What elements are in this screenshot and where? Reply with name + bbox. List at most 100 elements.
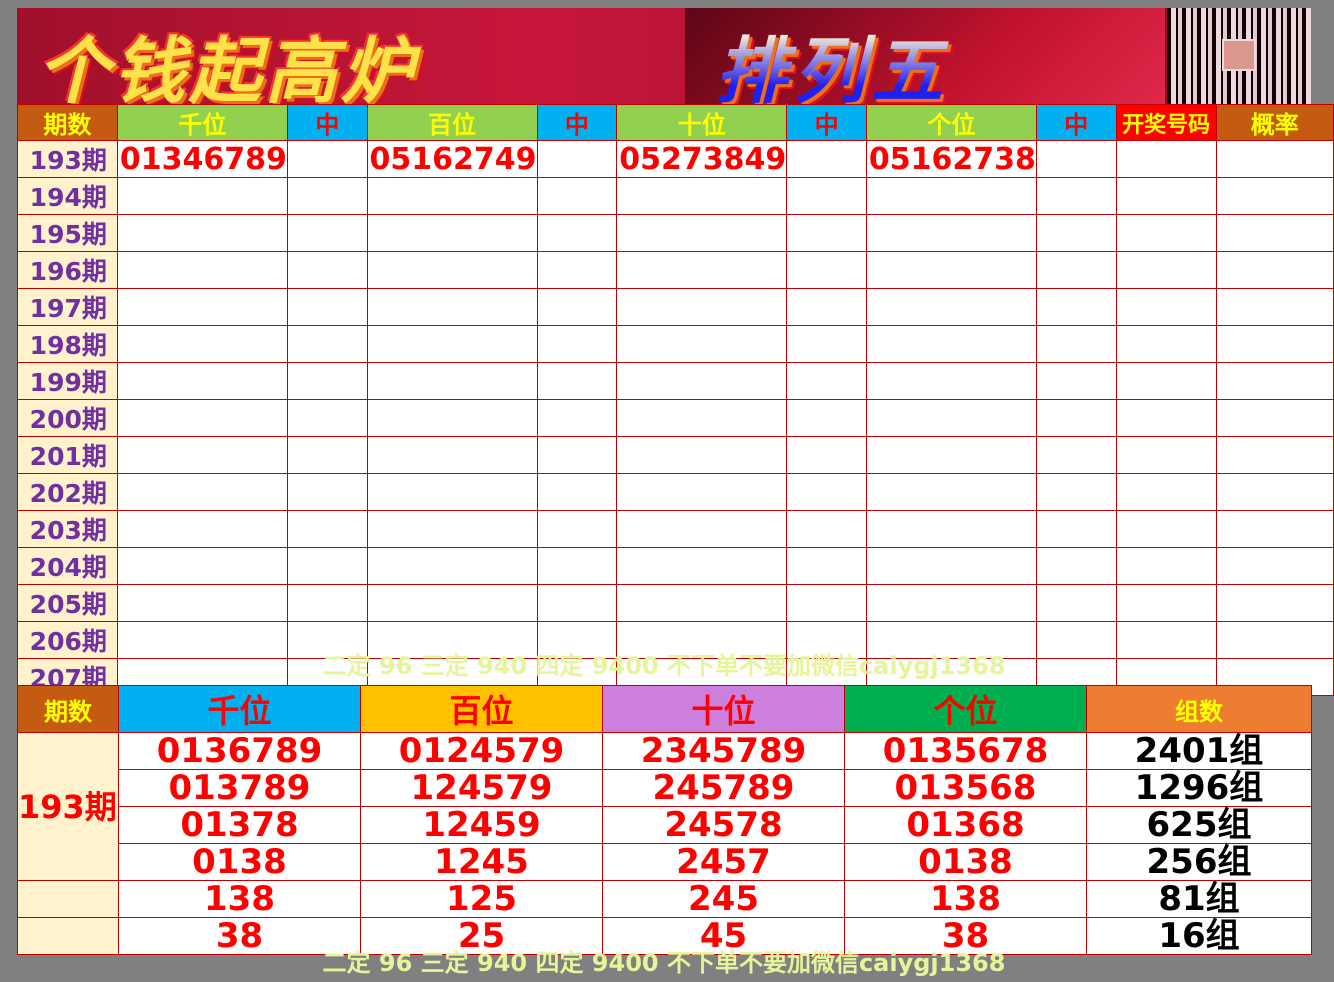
table-cell[interactable] <box>616 362 788 400</box>
table-cell[interactable] <box>366 288 538 326</box>
table-cell[interactable] <box>616 547 788 585</box>
table-cell[interactable] <box>286 362 368 400</box>
table-cell[interactable] <box>366 177 538 215</box>
table-cell[interactable] <box>616 436 788 474</box>
table-cell[interactable] <box>366 362 538 400</box>
digit-set-cell[interactable]: 38 <box>844 917 1087 955</box>
table-cell[interactable] <box>536 436 618 474</box>
table-cell[interactable] <box>116 177 288 215</box>
table-cell[interactable] <box>116 214 288 252</box>
digit-set-cell[interactable]: 013789 <box>118 769 361 807</box>
table-cell[interactable] <box>786 473 867 511</box>
table-cell[interactable] <box>1035 140 1117 178</box>
table-cell[interactable] <box>286 473 368 511</box>
table-cell[interactable] <box>366 325 538 363</box>
digit-set-cell[interactable]: 124579 <box>360 769 603 807</box>
table-cell[interactable] <box>616 584 788 622</box>
table-cell[interactable] <box>786 547 867 585</box>
table-cell[interactable] <box>1115 325 1217 363</box>
table-cell[interactable] <box>865 473 1037 511</box>
table-cell[interactable] <box>865 251 1037 289</box>
table-cell[interactable] <box>786 325 867 363</box>
table-cell[interactable] <box>116 325 288 363</box>
table-cell[interactable] <box>536 140 618 178</box>
table-cell[interactable] <box>1035 251 1117 289</box>
table-cell[interactable] <box>536 473 618 511</box>
digit-set-cell[interactable]: 0136789 <box>118 732 361 770</box>
table-cell[interactable] <box>286 325 368 363</box>
table-cell[interactable] <box>1215 140 1334 178</box>
table-cell[interactable] <box>786 288 867 326</box>
table-cell[interactable] <box>616 251 788 289</box>
table-cell[interactable] <box>1215 547 1334 585</box>
table-cell[interactable] <box>865 177 1037 215</box>
table-cell[interactable] <box>536 547 618 585</box>
table-cell[interactable] <box>786 584 867 622</box>
table-cell[interactable]: 05162749 <box>366 140 538 178</box>
table-cell[interactable]: 05273849 <box>616 140 788 178</box>
table-cell[interactable] <box>1035 177 1117 215</box>
table-cell[interactable] <box>1215 177 1334 215</box>
digit-set-cell[interactable]: 245 <box>602 880 845 918</box>
table-cell[interactable] <box>1035 288 1117 326</box>
table-cell[interactable] <box>616 325 788 363</box>
table-cell[interactable] <box>865 621 1037 659</box>
table-cell[interactable] <box>1035 214 1117 252</box>
table-cell[interactable] <box>536 510 618 548</box>
table-cell[interactable] <box>1115 251 1217 289</box>
table-cell[interactable] <box>286 288 368 326</box>
table-cell[interactable] <box>116 251 288 289</box>
table-cell[interactable] <box>366 473 538 511</box>
table-cell[interactable] <box>536 251 618 289</box>
digit-set-cell[interactable]: 45 <box>602 917 845 955</box>
digit-set-cell[interactable]: 38 <box>118 917 361 955</box>
table-cell[interactable] <box>1115 436 1217 474</box>
table-cell[interactable] <box>536 621 618 659</box>
table-cell[interactable] <box>1215 325 1334 363</box>
table-cell[interactable] <box>286 584 368 622</box>
table-cell[interactable] <box>1115 214 1217 252</box>
digit-set-cell[interactable]: 0138 <box>844 843 1087 881</box>
table-cell[interactable] <box>536 399 618 437</box>
table-cell[interactable] <box>366 251 538 289</box>
group-count-cell[interactable]: 1296组 <box>1086 769 1312 807</box>
table-cell[interactable] <box>1215 399 1334 437</box>
table-cell[interactable] <box>865 547 1037 585</box>
table-cell[interactable] <box>1035 584 1117 622</box>
table-cell[interactable] <box>116 510 288 548</box>
table-cell[interactable] <box>286 621 368 659</box>
table-cell[interactable] <box>116 584 288 622</box>
table-cell[interactable] <box>366 547 538 585</box>
table-cell[interactable] <box>1115 621 1217 659</box>
table-cell[interactable] <box>1035 621 1117 659</box>
table-cell[interactable] <box>865 288 1037 326</box>
table-cell[interactable] <box>616 177 788 215</box>
digit-set-cell[interactable]: 138 <box>118 880 361 918</box>
table-cell[interactable] <box>366 399 538 437</box>
table-cell[interactable] <box>286 547 368 585</box>
table-cell[interactable] <box>1115 399 1217 437</box>
table-cell[interactable] <box>286 436 368 474</box>
digit-set-cell[interactable]: 1245 <box>360 843 603 881</box>
table-cell[interactable] <box>116 362 288 400</box>
digit-set-cell[interactable]: 25 <box>360 917 603 955</box>
table-cell[interactable] <box>1115 473 1217 511</box>
table-cell[interactable] <box>116 399 288 437</box>
table-cell[interactable] <box>1035 510 1117 548</box>
table-cell[interactable] <box>116 473 288 511</box>
table-cell[interactable] <box>616 473 788 511</box>
table-cell[interactable] <box>536 325 618 363</box>
group-count-cell[interactable]: 256组 <box>1086 843 1312 881</box>
table-cell[interactable] <box>786 362 867 400</box>
digit-set-cell[interactable]: 138 <box>844 880 1087 918</box>
table-cell[interactable] <box>1115 362 1217 400</box>
table-cell[interactable] <box>786 436 867 474</box>
table-cell[interactable] <box>116 621 288 659</box>
table-cell[interactable] <box>786 251 867 289</box>
digit-set-cell[interactable]: 013568 <box>844 769 1087 807</box>
group-count-cell[interactable]: 2401组 <box>1086 732 1312 770</box>
digit-set-cell[interactable]: 24578 <box>602 806 845 844</box>
table-cell[interactable] <box>1115 177 1217 215</box>
group-count-cell[interactable]: 16组 <box>1086 917 1312 955</box>
table-cell[interactable] <box>1215 473 1334 511</box>
